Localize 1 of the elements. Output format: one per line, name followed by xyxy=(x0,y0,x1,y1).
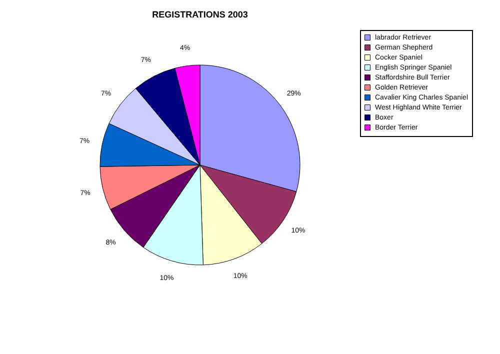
chart-title: REGISTRATIONS 2003 xyxy=(152,10,248,20)
